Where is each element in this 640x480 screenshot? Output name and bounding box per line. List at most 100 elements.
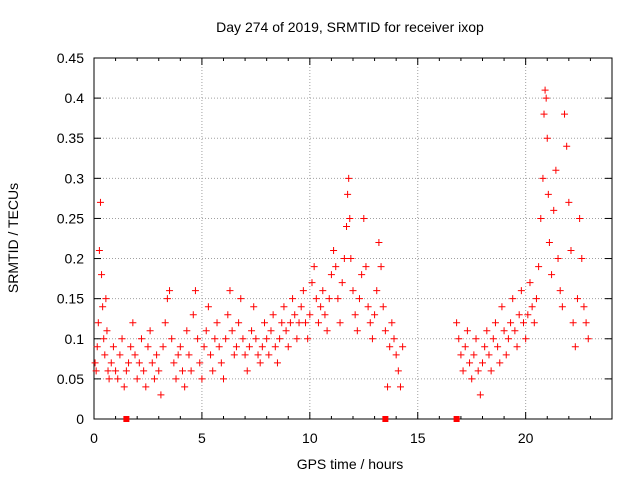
x-tick-label: 20 (518, 430, 534, 446)
data-point (399, 343, 407, 351)
data-point (494, 343, 502, 351)
data-point (530, 319, 538, 327)
data-point (343, 222, 351, 230)
data-point (310, 263, 318, 271)
x-axis-label: GPS time / hours (297, 456, 404, 472)
data-point (483, 327, 491, 335)
data-point (371, 311, 379, 319)
data-point (476, 391, 484, 399)
data-point (457, 351, 465, 359)
data-point (224, 311, 232, 319)
data-point (226, 287, 234, 295)
data-point (157, 391, 165, 399)
data-point (346, 214, 354, 222)
data-point (496, 359, 504, 367)
chart-title: Day 274 of 2019, SRMTID for receiver ixo… (216, 19, 484, 35)
data-point (321, 311, 329, 319)
data-point (388, 319, 396, 327)
data-point (561, 110, 569, 118)
data-point (183, 327, 191, 335)
data-point (127, 343, 135, 351)
data-point (377, 263, 385, 271)
data-point (125, 359, 133, 367)
data-point (235, 319, 243, 327)
data-point (308, 279, 316, 287)
x-tick-label: 5 (198, 430, 206, 446)
data-point (159, 343, 167, 351)
data-point (99, 303, 107, 311)
y-tick-label: 0.2 (65, 251, 85, 267)
data-point (172, 375, 180, 383)
data-point (129, 319, 137, 327)
data-point (563, 142, 571, 150)
data-point (498, 303, 506, 311)
data-point (237, 295, 245, 303)
data-point (170, 359, 178, 367)
x-tick-label: 15 (410, 430, 426, 446)
data-point (338, 279, 346, 287)
data-point (273, 359, 281, 367)
data-point (243, 367, 251, 375)
data-point (351, 311, 359, 319)
data-point (502, 351, 510, 359)
data-point (526, 279, 534, 287)
data-point (196, 359, 204, 367)
data-point (347, 255, 355, 263)
data-point (148, 359, 156, 367)
data-point (209, 367, 217, 375)
data-point (344, 190, 352, 198)
y-axis-ticks: 0 0.05 0.1 0.15 0.2 0.25 0.3 0.35 0.4 0.45 (57, 50, 612, 427)
data-point (360, 214, 368, 222)
data-point (248, 327, 256, 335)
data-point (187, 367, 195, 375)
data-point (543, 134, 551, 142)
data-point (392, 351, 400, 359)
data-point (511, 327, 519, 335)
data-point (109, 343, 117, 351)
data-point (578, 255, 586, 263)
data-point (481, 343, 489, 351)
data-point (544, 190, 552, 198)
x-tick-label: 10 (302, 430, 318, 446)
data-point (312, 295, 320, 303)
x-tick-label: 0 (90, 430, 98, 446)
data-point (278, 319, 286, 327)
data-point (280, 303, 288, 311)
data-point (98, 271, 106, 279)
data-point (353, 327, 361, 335)
data-point (291, 311, 299, 319)
data-point (92, 367, 100, 375)
data-point (96, 198, 104, 206)
data-point (302, 319, 310, 327)
y-tick-label: 0.05 (57, 371, 84, 387)
data-point (504, 335, 512, 343)
data-point (487, 367, 495, 375)
data-point (122, 367, 130, 375)
data-point (390, 335, 398, 343)
data-point (297, 303, 305, 311)
data-point (517, 287, 525, 295)
data-point (241, 351, 249, 359)
data-point (524, 311, 532, 319)
data-point (207, 351, 215, 359)
data-point (580, 303, 588, 311)
data-point (137, 335, 145, 343)
data-point (284, 343, 292, 351)
data-point (336, 319, 344, 327)
data-point (565, 198, 573, 206)
data-point (340, 255, 348, 263)
data-point (528, 303, 536, 311)
data-point (222, 335, 230, 343)
data-point (91, 359, 99, 367)
data-point (112, 367, 120, 375)
data-points (91, 86, 592, 399)
data-point (93, 343, 101, 351)
data-point (472, 335, 480, 343)
data-point (101, 351, 109, 359)
data-point (194, 335, 202, 343)
data-point (463, 327, 471, 335)
data-point (474, 367, 482, 375)
y-tick-label: 0 (76, 411, 84, 427)
data-point (379, 303, 387, 311)
data-point (366, 319, 374, 327)
